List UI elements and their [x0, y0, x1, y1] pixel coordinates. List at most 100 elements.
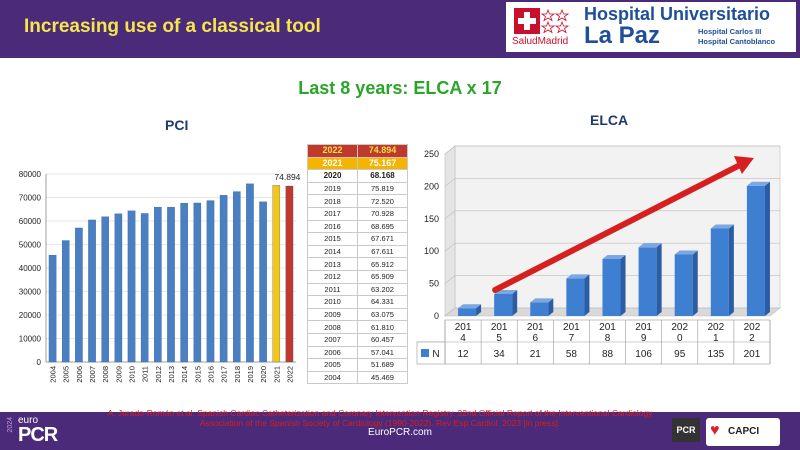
footer-url-link[interactable]: EuroPCR.com [368, 427, 432, 438]
bar-side [764, 181, 770, 316]
bar-2017 [219, 195, 228, 363]
bar-top [530, 298, 554, 303]
logo-line2: La Paz [584, 22, 661, 49]
table-year: 2017 [307, 206, 358, 221]
gridline [444, 178, 780, 187]
logo-line1: Hospital Universitario [584, 4, 771, 24]
data-value-label: 201 [744, 349, 761, 360]
footer-bar [0, 412, 800, 450]
table-value: 65.912 [357, 257, 408, 271]
table-year: 2020 [307, 169, 358, 183]
bar-2021 [272, 185, 281, 363]
y-tick-label: 100 [424, 246, 439, 256]
y-tick-label: 30000 [19, 288, 42, 297]
table-value: 61.810 [357, 320, 408, 334]
x-tick-label: 2011 [141, 366, 150, 382]
table-value: 57.041 [357, 345, 408, 360]
table-row: 2016 68.695 [307, 219, 408, 234]
data-value-label: 106 [635, 349, 652, 360]
table-value: 75.167 [357, 156, 408, 171]
table-value: 65.909 [357, 269, 408, 284]
y-tick-label: 20000 [19, 311, 42, 320]
bar-top [458, 304, 482, 309]
table-value: 63.202 [357, 282, 408, 297]
trend-arrow-head [733, 156, 754, 174]
logo-brand: SaludMadrid [512, 36, 569, 47]
gridline [444, 307, 780, 317]
y-tick-label: 0 [37, 358, 42, 367]
bar-top [674, 250, 698, 255]
data-value-label: 34 [494, 349, 506, 360]
bar-2006 [75, 227, 83, 363]
logo-sub1: Hospital Carlos III [698, 27, 762, 36]
bar-side [692, 250, 698, 316]
table-year: 2004 [307, 370, 358, 385]
table-row: 2009 63.075 [307, 307, 408, 322]
table-year: 2005 [307, 358, 358, 372]
bar-7 [710, 228, 729, 316]
table-value: 72.520 [357, 194, 408, 208]
table-row: 2010 64.331 [307, 295, 408, 309]
logo-sub2: Hospital Cantoblanco [698, 37, 776, 46]
table-row: 2014 67.611 [307, 244, 408, 259]
bar-2007 [88, 219, 96, 363]
table-year: 2008 [307, 320, 358, 334]
table-year: 2006 [307, 345, 358, 360]
table-value: 68.168 [357, 169, 408, 183]
table-row: 2011 63.202 [307, 282, 408, 297]
elca-chart-title: ELCA [590, 112, 629, 128]
bar-2014 [180, 202, 188, 363]
data-value-label: 58 [566, 349, 578, 360]
bar-1 [494, 293, 513, 316]
x-tick-label: 2005 [62, 366, 71, 383]
bar-2008 [101, 216, 109, 363]
bar-top [602, 254, 626, 259]
bar-8 [746, 185, 765, 316]
salud-madrid-icon [514, 8, 570, 34]
gridline [444, 210, 780, 220]
table-row: 2021 75.167 [307, 156, 408, 171]
heart-icon: ♥ [710, 422, 720, 439]
table-row: 2007 60.457 [307, 332, 408, 347]
bar-2022 [285, 185, 294, 363]
side-wall [444, 145, 456, 317]
x-tick-label: 2016 [206, 366, 215, 383]
bar-side [512, 289, 518, 316]
table-value: 75.819 [357, 181, 408, 196]
table-value: 68.695 [357, 219, 408, 234]
table-value: 64.331 [357, 295, 408, 309]
bar-2004 [48, 254, 57, 363]
bar-top [638, 243, 662, 248]
bar-top [566, 274, 590, 279]
table-year: 2021 [307, 156, 358, 171]
table-row: 2022 74.894 [307, 144, 408, 158]
capci-label: CAPCI [728, 426, 760, 437]
table-value: 74.894 [357, 144, 408, 158]
y-tick-label: 40000 [19, 264, 42, 273]
y-tick-label: 10000 [19, 335, 42, 344]
europcr-euro: euro [18, 415, 39, 426]
x-tick-label: 2021 [272, 366, 281, 383]
gridline [444, 242, 780, 252]
table-row: 2019 75.819 [307, 181, 408, 196]
table-year: 2012 [307, 269, 358, 284]
x-tick-label: 2020 [259, 366, 268, 383]
bar-2009 [114, 213, 123, 363]
bar-2020 [259, 201, 267, 363]
pci-bar-chart: 0 10000 20000 30000 40000 50000 60000 70000 8000… [19, 170, 301, 383]
bar-5 [638, 247, 657, 316]
slide-title: Increasing use of a classical tool [24, 16, 321, 37]
x-tick-label: 2019 [246, 366, 255, 383]
table-year: 2016 [307, 219, 358, 234]
bar-2005 [61, 240, 70, 363]
table-row: 2017 70.928 [307, 206, 408, 221]
table-row: 2005 51.689 [307, 358, 408, 372]
bar-side [656, 243, 662, 316]
bar-top [710, 224, 734, 229]
bar-side [476, 304, 482, 316]
bar-2011 [140, 213, 149, 363]
